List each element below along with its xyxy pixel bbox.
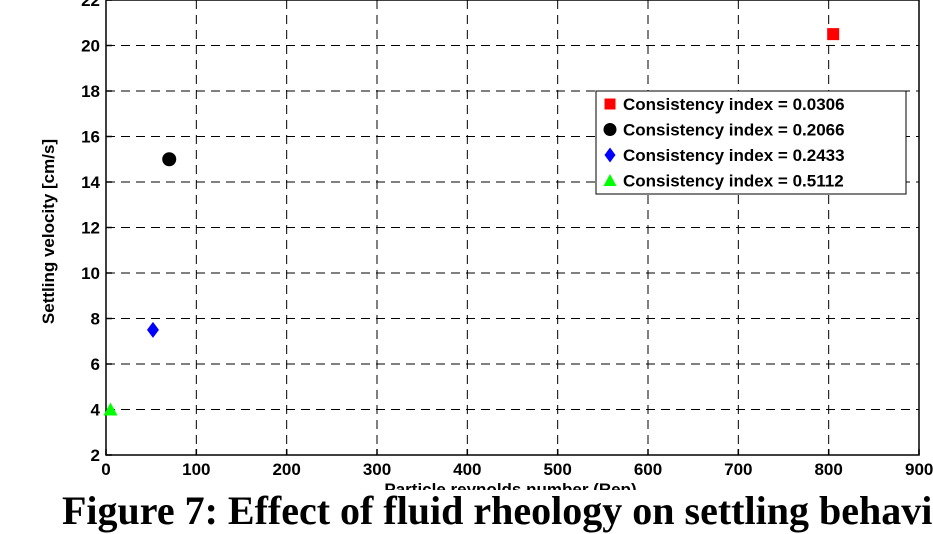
legend-marker-circle [603, 123, 617, 136]
legend: Consistency index = 0.0306 Consistency in… [595, 90, 907, 195]
axis-ticks: 0 100 200 300 400 500 600 700 800 900 2 4 6 8 10 12 14 16… [81, 0, 933, 479]
data-point-triangle [103, 402, 118, 416]
x-axis-label: Particle reynolds number (Rep) [384, 480, 636, 490]
legend-marker-triangle [603, 174, 617, 186]
legend-box [595, 90, 907, 195]
data-point-circle [162, 152, 177, 167]
y-tick-label: 14 [81, 173, 100, 192]
legend-label: Consistency index = 0.2433 [623, 146, 845, 165]
y-tick-label: 12 [81, 219, 100, 238]
x-tick-label: 700 [724, 460, 752, 479]
x-tick-label: 200 [272, 460, 300, 479]
legend-marker-square [604, 98, 616, 110]
x-tick-label: 500 [543, 460, 571, 479]
x-tick-label: 400 [453, 460, 481, 479]
data-point-diamond [146, 321, 159, 338]
x-tick-label: 600 [634, 460, 662, 479]
legend-label: Consistency index = 0.0306 [623, 95, 845, 114]
grid [106, 0, 919, 455]
y-tick-label: 22 [81, 0, 100, 10]
y-tick-label: 2 [91, 446, 100, 465]
y-tick-label: 6 [91, 355, 100, 374]
x-tick-label: 100 [182, 460, 210, 479]
x-tick-label: 300 [363, 460, 391, 479]
scatter-chart: 0 100 200 300 400 500 600 700 800 900 2 4 6 8 10 12 14 16… [39, 0, 933, 490]
y-axis-label: Settling velocity [cm/s] [39, 139, 58, 324]
x-tick-label: 900 [905, 460, 933, 479]
data-point-square [827, 28, 840, 41]
legend-label: Consistency index = 0.5112 [623, 172, 844, 191]
legend-marker-diamond [604, 147, 616, 163]
x-tick-label: 0 [101, 460, 110, 479]
y-tick-label: 18 [81, 82, 100, 101]
y-tick-label: 8 [91, 310, 100, 329]
y-tick-label: 16 [81, 128, 100, 147]
legend-label: Consistency index = 0.2066 [623, 121, 845, 140]
y-tick-label: 20 [81, 37, 100, 56]
data-points [103, 28, 840, 416]
x-tick-label: 800 [814, 460, 842, 479]
y-tick-label: 10 [81, 264, 100, 283]
figure-caption: Figure 7: Effect of fluid rheology on se… [62, 488, 933, 533]
y-tick-label: 4 [91, 401, 101, 420]
